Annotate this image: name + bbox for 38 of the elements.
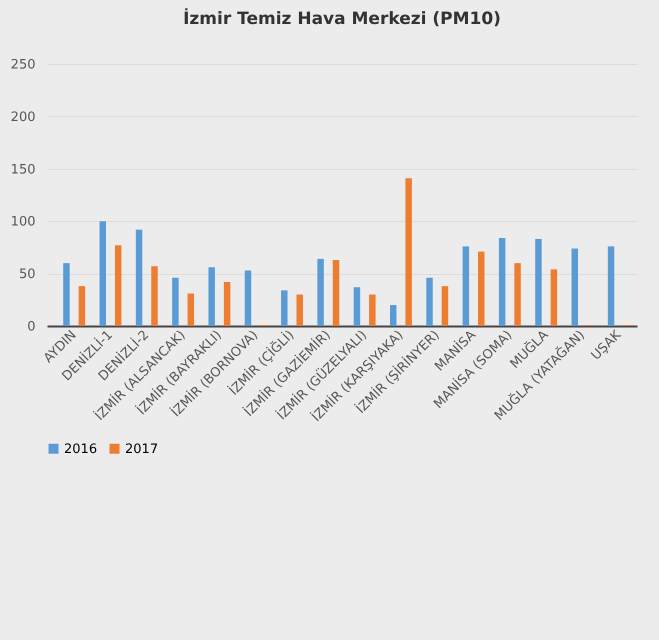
bar [296,294,303,326]
bar [136,230,142,326]
bar [224,282,230,326]
bar [100,221,106,326]
bar [317,258,324,326]
bar [442,286,448,326]
bar [498,238,506,326]
bar [63,263,70,326]
bar [354,287,360,326]
bar [608,246,614,326]
legend-label: 2017 [125,442,158,457]
legend-label: 2016 [64,442,98,457]
y-tick-label: 150 [10,162,36,178]
bar [172,278,179,326]
y-tick-label: 0 [27,320,36,334]
bar [244,270,252,326]
y-tick-label: 100 [10,214,36,230]
y-tick-label: 250 [10,58,36,72]
bar [572,248,578,326]
y-tick-label: 200 [10,110,36,125]
bar [390,305,396,326]
bar [78,286,86,326]
bar [151,266,158,326]
bar [332,260,340,326]
bar [405,178,412,326]
bar [462,246,470,326]
bar [550,269,558,326]
bar [514,263,521,326]
bar [535,239,542,326]
bar [114,245,122,326]
bar [208,267,215,326]
bar [478,252,485,326]
chart-title: İzmir Temiz Hava Merkezi (PM10) [183,8,501,29]
y-tick-label: 50 [18,267,36,282]
bar [426,278,433,326]
bar [188,294,194,326]
bar [369,294,376,326]
bar [281,290,288,326]
